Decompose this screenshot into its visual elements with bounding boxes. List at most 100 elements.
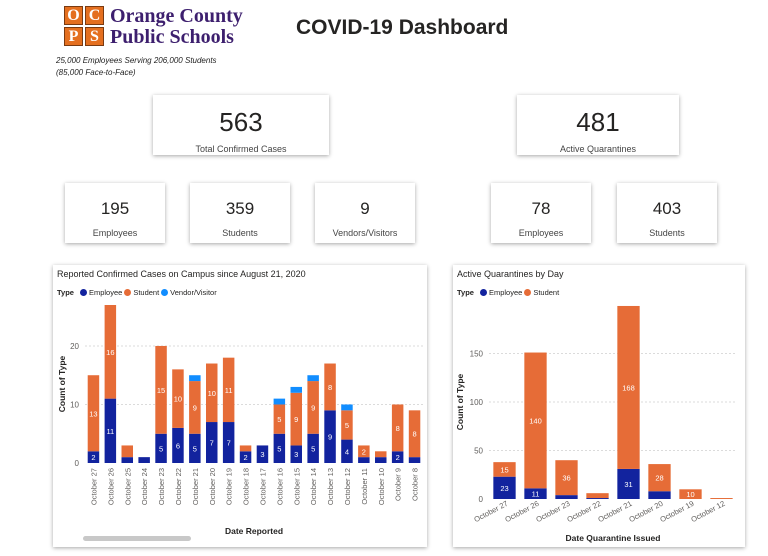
case-visitors-value: 9 xyxy=(360,199,370,218)
logo-letter: C xyxy=(85,6,104,25)
bar-student-segment xyxy=(358,445,370,458)
bar-employee-segment xyxy=(555,495,578,499)
x-tick-label: October 25 xyxy=(123,468,132,505)
data-label: 2 xyxy=(362,447,366,456)
x-tick-label: October 23 xyxy=(534,499,571,524)
data-label: 168 xyxy=(622,383,635,392)
y-tick-label: 150 xyxy=(470,350,484,359)
x-tick-label: October 20 xyxy=(208,468,217,505)
bar-student-segment xyxy=(648,464,671,492)
x-tick-label: October 15 xyxy=(292,468,301,505)
x-tick-label: October 18 xyxy=(242,468,251,505)
x-tick-label: October 12 xyxy=(343,468,352,505)
x-tick-label: October 10 xyxy=(377,468,386,505)
legend-employee-label: Employee xyxy=(488,288,523,297)
legend-title: Type xyxy=(457,288,474,297)
data-label: 2 xyxy=(396,453,400,462)
data-label: 9 xyxy=(328,433,332,442)
data-label: 2 xyxy=(243,453,247,462)
bar-student-segment xyxy=(493,462,516,477)
data-label: 13 xyxy=(89,409,97,418)
tagline-line-1: 25,000 Employees Serving 206,000 Student… xyxy=(56,56,217,65)
data-label: 3 xyxy=(294,450,298,459)
legend-employee-label: Employee xyxy=(88,288,123,297)
x-tick-label: October 19 xyxy=(225,468,234,505)
data-label: 31 xyxy=(624,480,632,489)
bar-student-segment xyxy=(341,410,353,440)
bar-employee-segment xyxy=(189,433,201,463)
x-tick-label: October 8 xyxy=(411,468,420,501)
x-tick-label: October 27 xyxy=(89,468,98,505)
y-tick-label: 50 xyxy=(474,447,483,456)
data-label: 2 xyxy=(91,453,95,462)
data-label: 36 xyxy=(562,474,570,483)
logo-line-1: Orange County xyxy=(110,5,243,27)
bar-employee-segment xyxy=(341,439,353,463)
total-cases-value: 563 xyxy=(219,107,263,137)
quarantine-chart-panel: Active Quarantines by Day Type Employee … xyxy=(453,265,745,547)
quarantine-students-value: 403 xyxy=(652,199,682,218)
legend-employee-swatch xyxy=(479,289,487,296)
data-label: 23 xyxy=(500,484,508,493)
bar-employee-segment xyxy=(617,468,640,499)
bar-vendorvisitor-segment xyxy=(273,398,286,405)
x-tick-label: October 9 xyxy=(394,468,403,501)
bar-student-segment xyxy=(172,369,184,428)
legend-student-swatch xyxy=(524,289,532,296)
bar-employee-segment xyxy=(290,445,302,463)
x-tick-label: October 23 xyxy=(157,468,166,505)
bar-employee-segment xyxy=(358,457,370,463)
data-label: 7 xyxy=(210,439,214,448)
x-tick-label: October 24 xyxy=(140,468,149,505)
data-label: 10 xyxy=(208,389,216,398)
bar-student-segment xyxy=(324,363,336,411)
bar-employee-segment xyxy=(408,457,421,463)
bar-employee-segment xyxy=(324,410,336,463)
x-axis-title: Date Reported xyxy=(225,526,283,536)
bar-student-segment xyxy=(189,381,201,434)
x-tick-label: October 14 xyxy=(309,468,318,505)
x-tick-label: October 22 xyxy=(174,468,183,505)
data-label: 10 xyxy=(174,395,182,404)
legend-student-label: Student xyxy=(533,288,560,297)
bar-employee-segment xyxy=(256,445,269,463)
case-students-card: 359 Students xyxy=(190,183,290,243)
data-label: 11 xyxy=(225,386,233,395)
quarantine-students-label: Students xyxy=(649,228,685,238)
data-label: 9 xyxy=(311,403,315,412)
bar-employee-segment xyxy=(172,427,184,463)
data-label: 5 xyxy=(277,415,281,424)
bar-vendorvisitor-segment xyxy=(290,386,302,393)
x-tick-label: October 17 xyxy=(258,468,267,505)
data-label: 7 xyxy=(227,439,231,448)
legend-employee-swatch xyxy=(79,289,87,296)
bar-employee-segment xyxy=(206,422,218,463)
active-quarantines-label: Active Quarantines xyxy=(559,144,637,154)
x-tick-label: October 12 xyxy=(689,499,726,524)
page-title: COVID-19 Dashboard xyxy=(296,16,509,39)
data-label: 8 xyxy=(412,430,416,439)
data-label: 8 xyxy=(396,424,400,433)
tagline-line-2: (85,000 Face-to-Face) xyxy=(56,68,136,77)
data-label: 4 xyxy=(345,447,349,456)
quarantine-employees-card: 78 Employees xyxy=(491,183,591,243)
bar-employee-segment xyxy=(493,476,516,499)
case-employees-value: 195 xyxy=(100,199,130,218)
bar-student-segment xyxy=(155,345,167,434)
data-label: 5 xyxy=(311,444,315,453)
bar-employee-segment xyxy=(524,488,547,499)
data-label: 9 xyxy=(294,415,298,424)
bar-vendorvisitor-segment xyxy=(307,375,319,382)
logo-line-2: Public Schools xyxy=(110,26,234,48)
x-tick-label: October 11 xyxy=(360,468,369,505)
legend-visitor-label: Vendor/Visitor xyxy=(170,288,217,297)
chart-scrollbar[interactable] xyxy=(83,536,191,541)
case-employees-card: 195 Employees xyxy=(65,183,165,243)
quarantine-employees-value: 78 xyxy=(531,199,551,218)
data-label: 6 xyxy=(176,441,180,450)
quarantine-bar-chart: 0 50 100 150 Date Quarantine Issued Count of … xyxy=(455,305,737,543)
bar-student-segment xyxy=(104,305,117,399)
bar-employee-segment xyxy=(222,422,235,463)
logo-mark: O C P S xyxy=(64,6,104,48)
cases-chart-legend: Type Employee Student Vendor/Visitor xyxy=(57,288,217,297)
